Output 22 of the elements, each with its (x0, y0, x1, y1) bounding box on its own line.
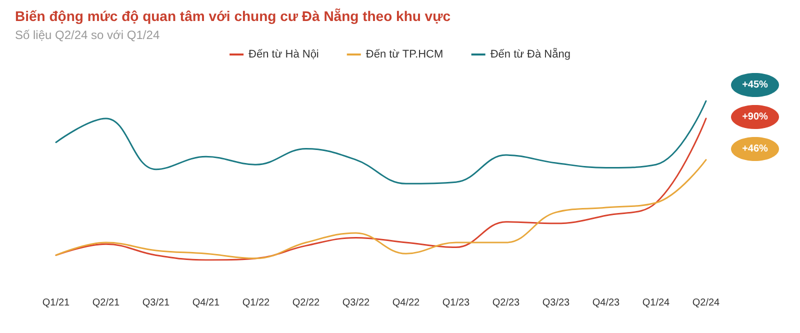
legend-label: Đến từ TP.HCM (366, 48, 444, 60)
x-tick-label: Q2/21 (92, 298, 120, 308)
x-tick-label: Q3/23 (542, 298, 570, 308)
x-tick-label: Q1/21 (42, 298, 70, 308)
legend-label: Đến từ Hà Nội (248, 48, 319, 60)
text: +90% (742, 112, 768, 122)
text: +46% (742, 144, 768, 154)
legend-label: Đến từ Đà Nẵng (490, 48, 570, 60)
chart-subtitle: Số liệu Q2/24 so với Q1/24 (15, 28, 160, 42)
x-tick-label: Q1/23 (442, 298, 470, 308)
x-tick-label: Q1/22 (242, 298, 270, 308)
chart-title: Biến động mức độ quan tâm với chung cư Đà Nẵng theo khu vực (15, 8, 451, 24)
x-tick-label: Q3/21 (142, 298, 170, 308)
x-tick-label: Q3/22 (342, 298, 370, 308)
x-tick-label: Q4/22 (392, 298, 420, 308)
text: +45% (742, 80, 768, 90)
x-tick-label: Q4/21 (192, 298, 220, 308)
x-tick-label: Q4/23 (592, 298, 620, 308)
x-tick-label: Q2/22 (292, 298, 320, 308)
x-tick-label: Q2/23 (492, 298, 520, 308)
x-tick-label: Q1/24 (642, 298, 670, 308)
x-tick-label: Q2/24 (692, 298, 720, 308)
